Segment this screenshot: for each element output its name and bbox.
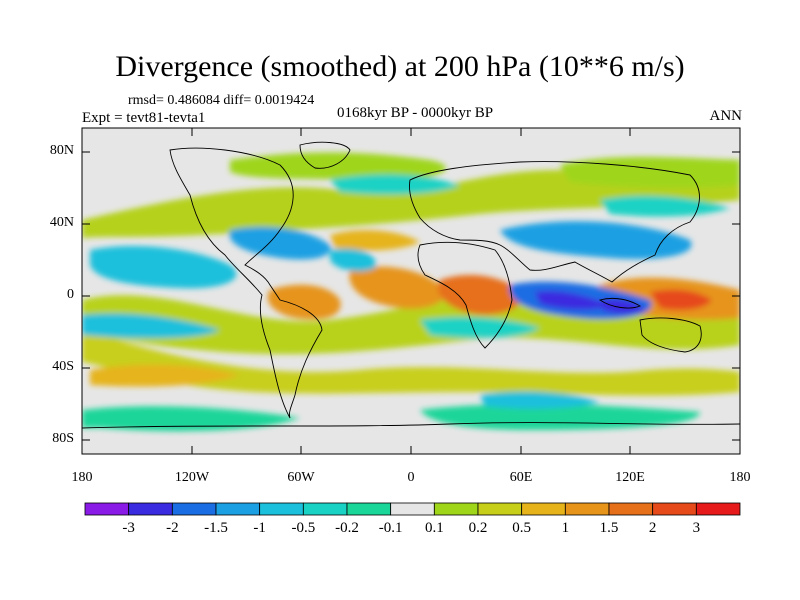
colorbar-swatch (521, 502, 566, 516)
colorbar-label: -0.2 (335, 520, 359, 536)
colorbar-label: 2 (648, 520, 657, 536)
colorbar-swatch (390, 502, 435, 516)
y-tick-label: 40N (49, 215, 74, 230)
x-tick-label: 60W (287, 470, 315, 485)
core-africa (438, 275, 523, 315)
colorbar-swatch (608, 502, 654, 516)
colorbar-label: -1 (253, 520, 266, 536)
colorbar-label: 0.2 (468, 520, 488, 536)
negative-patch-south-indian (480, 391, 600, 409)
negative-central-america (229, 226, 331, 260)
y-tick-label: 80N (49, 143, 74, 158)
negative-south-atlantic (420, 317, 540, 339)
colorbar-label: 1 (561, 520, 570, 536)
core-south-america (267, 284, 341, 320)
colorbar-label: -0.5 (291, 520, 316, 536)
experiment-label: Expt = tevt81-tevta1 (82, 110, 206, 126)
negative-asia (500, 221, 692, 260)
colorbar (84, 502, 741, 516)
map-title: Divergence (smoothed) at 200 hPa (10**6 … (115, 50, 685, 83)
negative-south-pacific (82, 313, 220, 339)
y-tick-label: 0 (67, 287, 74, 302)
x-tick-label: 180 (71, 470, 93, 485)
x-tick-label: 0 (407, 470, 415, 485)
x-tick-label: 120E (615, 470, 645, 485)
axis-ticks (81, 128, 741, 454)
core-north-atlantic (330, 230, 420, 251)
colorbar-swatch (302, 502, 348, 516)
stats-text: rmsd= 0.486084 diff= 0.0019424 (128, 93, 315, 108)
colorbar-swatch (652, 502, 697, 516)
negative-tropical-atlantic (330, 248, 376, 272)
x-tick-label: 60E (509, 470, 533, 485)
colorbar-swatch (695, 502, 741, 516)
season-label: ANN (709, 108, 743, 124)
period-label: 0168kyr BP - 0000kyr BP (336, 105, 494, 121)
x-tick-label: 180 (729, 470, 751, 485)
colorbar-label: -0.1 (378, 520, 403, 536)
colorbar-swatch (564, 502, 610, 516)
colorbar-label: -2 (166, 520, 179, 536)
colorbar-swatch (84, 502, 130, 516)
coastlines (82, 141, 740, 429)
colorbar-label: 3 (692, 520, 701, 536)
core-maritime (650, 289, 712, 310)
colorbar-label: 1.5 (599, 520, 619, 536)
colorbar-swatch (215, 502, 261, 516)
colorbar-swatch (346, 502, 392, 516)
colorbar-label: 0.5 (512, 520, 532, 536)
colorbar-swatch (171, 502, 217, 516)
colorbar-swatch (259, 502, 304, 516)
negative-north-atlantic (330, 174, 460, 195)
colorbar-swatch (433, 502, 479, 516)
x-tick-label: 120W (174, 470, 210, 485)
core-south-pacific (90, 364, 240, 387)
colorbar-swatch (477, 502, 523, 516)
colorbar-label: -3 (122, 520, 135, 536)
divergence-field (82, 128, 740, 454)
y-tick-label: 40S (52, 359, 74, 374)
colorbar-label: 0.1 (424, 520, 444, 536)
core-atlantic (349, 266, 445, 309)
positive-patch-siberia (560, 156, 740, 188)
y-tick-label: 80S (52, 431, 74, 446)
negative-north-pacific (600, 195, 730, 217)
colorbar-label: -1.5 (204, 520, 228, 536)
positive-band-north (82, 170, 740, 238)
positive-patch-arctic (230, 152, 446, 181)
negative-core-indian (535, 290, 610, 310)
negative-east-pacific (90, 245, 237, 289)
colorbar-swatch (128, 502, 173, 516)
positive-band-south (82, 330, 740, 396)
negative-southern-ocean-west (82, 406, 300, 432)
